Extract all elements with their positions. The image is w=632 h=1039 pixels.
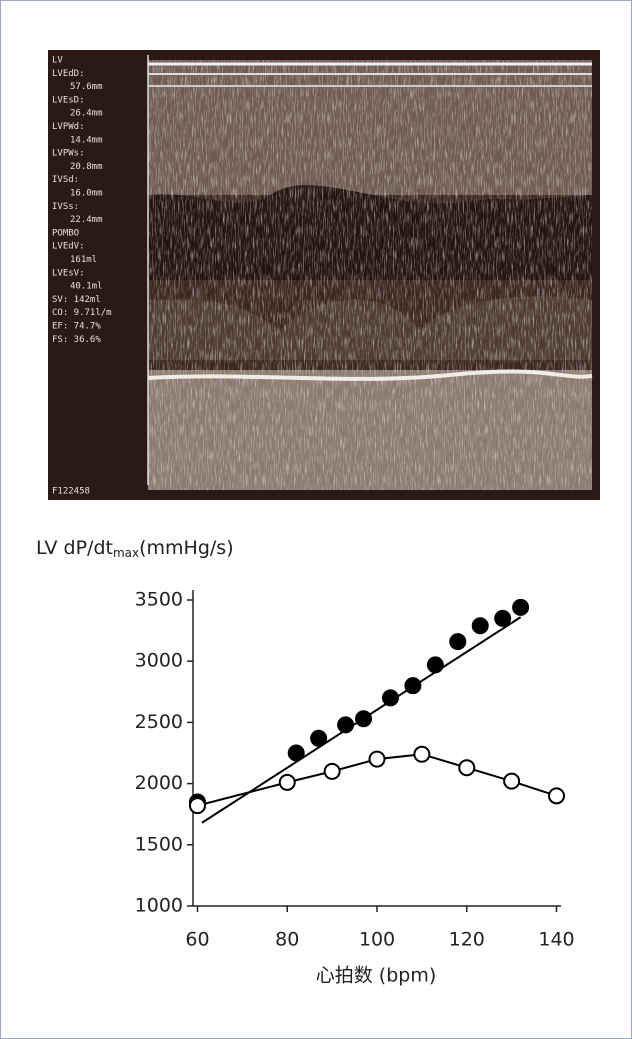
title-unit: (mmHg/s)	[139, 537, 234, 559]
x-tick-label: 80	[275, 929, 299, 951]
data-point	[426, 656, 444, 674]
image-footer: F122458	[52, 487, 90, 497]
image-label: FS: 36.6%	[52, 335, 101, 345]
image-label: LVEsD:	[52, 95, 85, 105]
image-label: IVSs:	[52, 202, 79, 212]
data-point	[503, 772, 521, 790]
image-label: EF: 74.7%	[52, 322, 101, 332]
data-point	[368, 750, 386, 768]
y-tick-label: 1000	[135, 895, 183, 917]
title-subscript: max	[113, 546, 139, 560]
image-label: LVPWd:	[52, 122, 85, 132]
y-tick-label: 3500	[135, 589, 183, 611]
data-point	[449, 633, 467, 651]
image-label: CO: 9.71l/m	[52, 308, 112, 318]
data-point	[310, 729, 328, 747]
x-tick-label: 100	[359, 929, 395, 951]
data-point	[512, 598, 530, 616]
ultrasound-image	[48, 50, 600, 500]
data-point	[188, 797, 206, 815]
x-tick-label: 60	[185, 929, 209, 951]
y-tick-label: 3000	[135, 650, 183, 672]
image-label: IVSd:	[52, 175, 79, 185]
plot: 1000 1500 2000 2500 3000 3500 60 80 100 120 140	[135, 589, 575, 951]
image-labels: LV LVEdD: 57.6mm LVEsD: 26.4mm LVPWd: 14.4mm LV…	[52, 56, 112, 345]
image-label: 20.8mm	[70, 162, 103, 172]
image-label: 161ml	[70, 255, 97, 265]
image-label: POMBO	[52, 228, 79, 238]
data-point	[548, 787, 566, 805]
data-point	[323, 762, 341, 780]
data-point	[413, 745, 431, 763]
data-point	[471, 617, 489, 635]
image-label: 40.1ml	[70, 282, 103, 292]
image-label: 26.4mm	[70, 109, 103, 119]
data-point	[458, 759, 476, 777]
image-label: LVPWs:	[52, 149, 85, 159]
y-tick-label: 1500	[135, 833, 183, 855]
image-label: LV	[52, 56, 63, 66]
data-point	[494, 609, 512, 627]
data-point	[287, 744, 305, 762]
y-axis-title: LV dP/dtmax(mmHg/s)	[36, 537, 234, 560]
image-label: SV: 142ml	[52, 295, 101, 305]
x-axis-title: 心拍数 (bpm)	[316, 965, 437, 987]
data-point	[381, 689, 399, 707]
data-point	[278, 773, 296, 791]
image-label: LVEdD:	[52, 69, 85, 79]
y-tick-label: 2000	[135, 772, 183, 794]
image-label: 16.0mm	[70, 189, 103, 199]
x-tick-label: 140	[538, 929, 574, 951]
y-tick-label: 2500	[135, 711, 183, 733]
image-label: 57.6mm	[70, 82, 103, 92]
image-label: LVEsV:	[52, 268, 85, 278]
image-label: 14.4mm	[70, 135, 103, 145]
title-main: LV dP/dt	[36, 537, 113, 559]
x-tick-label: 120	[449, 929, 485, 951]
image-label: 22.4mm	[70, 215, 103, 225]
image-label: LVEdV:	[52, 242, 85, 252]
series-line	[201, 616, 522, 824]
